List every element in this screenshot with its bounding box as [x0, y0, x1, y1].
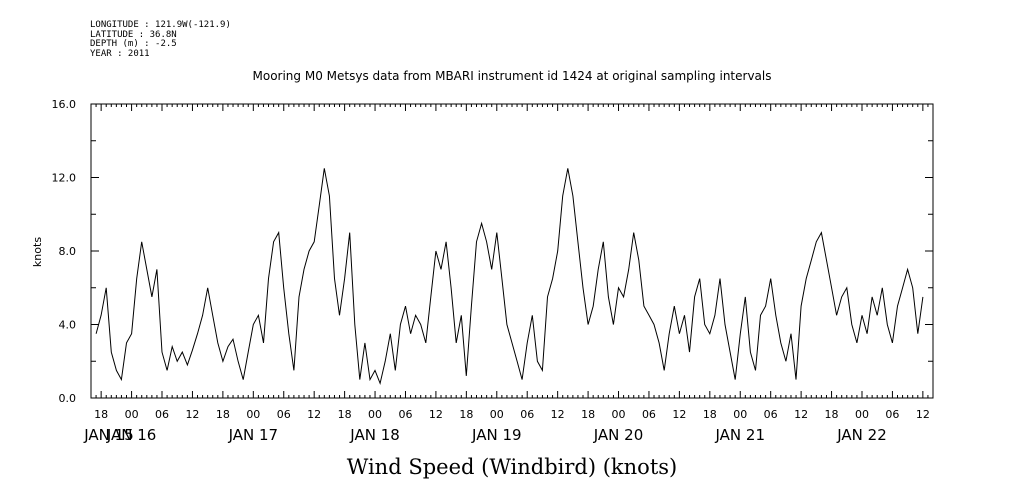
x-tick-label: 06	[155, 408, 169, 421]
x-tick-label: 06	[398, 408, 412, 421]
x-tick-label: 12	[551, 408, 565, 421]
x-tick-label: 12	[794, 408, 808, 421]
longitude-text: LONGITUDE : 121.9W(-121.9)	[90, 20, 231, 30]
x-tick-label: 06	[520, 408, 534, 421]
date-label: JAN 18	[349, 426, 400, 444]
y-tick-label: 16.0	[52, 98, 77, 111]
x-tick-label: 12	[185, 408, 199, 421]
x-axis-label: Wind Speed (Windbird) (knots)	[347, 455, 677, 479]
y-tick-label: 8.0	[59, 245, 77, 258]
x-tick-label: 00	[855, 408, 869, 421]
x-tick-label: 12	[307, 408, 321, 421]
x-tick-label: 06	[764, 408, 778, 421]
x-tick-label: 06	[885, 408, 899, 421]
x-tick-label: 00	[246, 408, 260, 421]
x-tick-label: 18	[216, 408, 230, 421]
x-tick-label: 00	[490, 408, 504, 421]
date-label: JAN 15	[83, 426, 134, 444]
x-tick-label: 18	[703, 408, 717, 421]
x-tick-label: 18	[459, 408, 473, 421]
y-tick-label: 4.0	[59, 319, 77, 332]
x-tick-label: 18	[825, 408, 839, 421]
latitude-text: LATITUDE : 36.8N	[90, 29, 177, 40]
year-text: YEAR : 2011	[90, 48, 150, 59]
date-label: JAN 16	[106, 426, 157, 444]
date-label: JAN 22	[836, 426, 887, 444]
x-tick-label: 00	[733, 408, 747, 421]
x-tick-label: 06	[642, 408, 656, 421]
series-group	[95, 168, 924, 385]
x-tick-label: 12	[916, 408, 930, 421]
x-tick-label: 18	[581, 408, 595, 421]
x-tick-label: 12	[672, 408, 686, 421]
x-tick-label: 00	[612, 408, 626, 421]
station-metadata: LONGITUDE : 121.9W(-121.9) LATITUDE : 36…	[90, 20, 231, 59]
date-label: JAN 21	[715, 426, 766, 444]
x-tick-label: 06	[277, 408, 291, 421]
depth-text: DEPTH (m) : -2.5	[90, 39, 177, 49]
y-tick-label: 0.0	[59, 392, 77, 405]
x-tick-label: 18	[338, 408, 352, 421]
x-tick-label: 18	[94, 408, 108, 421]
series-line-0	[95, 168, 924, 385]
x-tick-label: 00	[368, 408, 382, 421]
x-tick-label: 12	[429, 408, 443, 421]
plot-frame	[90, 103, 934, 399]
date-label: JAN 17	[228, 426, 279, 444]
axes: 18 00 06 12 18 00 06 12 18 00 06 12 18 00 06 12 18 00 06 12…	[52, 98, 934, 444]
y-tick-label: 12.0	[52, 172, 77, 185]
date-label: JAN 19	[471, 426, 522, 444]
date-label: JAN 20	[593, 426, 644, 444]
x-tick-label: 00	[125, 408, 139, 421]
chart-title: Mooring M0 Metsys data from MBARI instru…	[253, 69, 772, 83]
y-axis-label: knots	[31, 237, 44, 267]
